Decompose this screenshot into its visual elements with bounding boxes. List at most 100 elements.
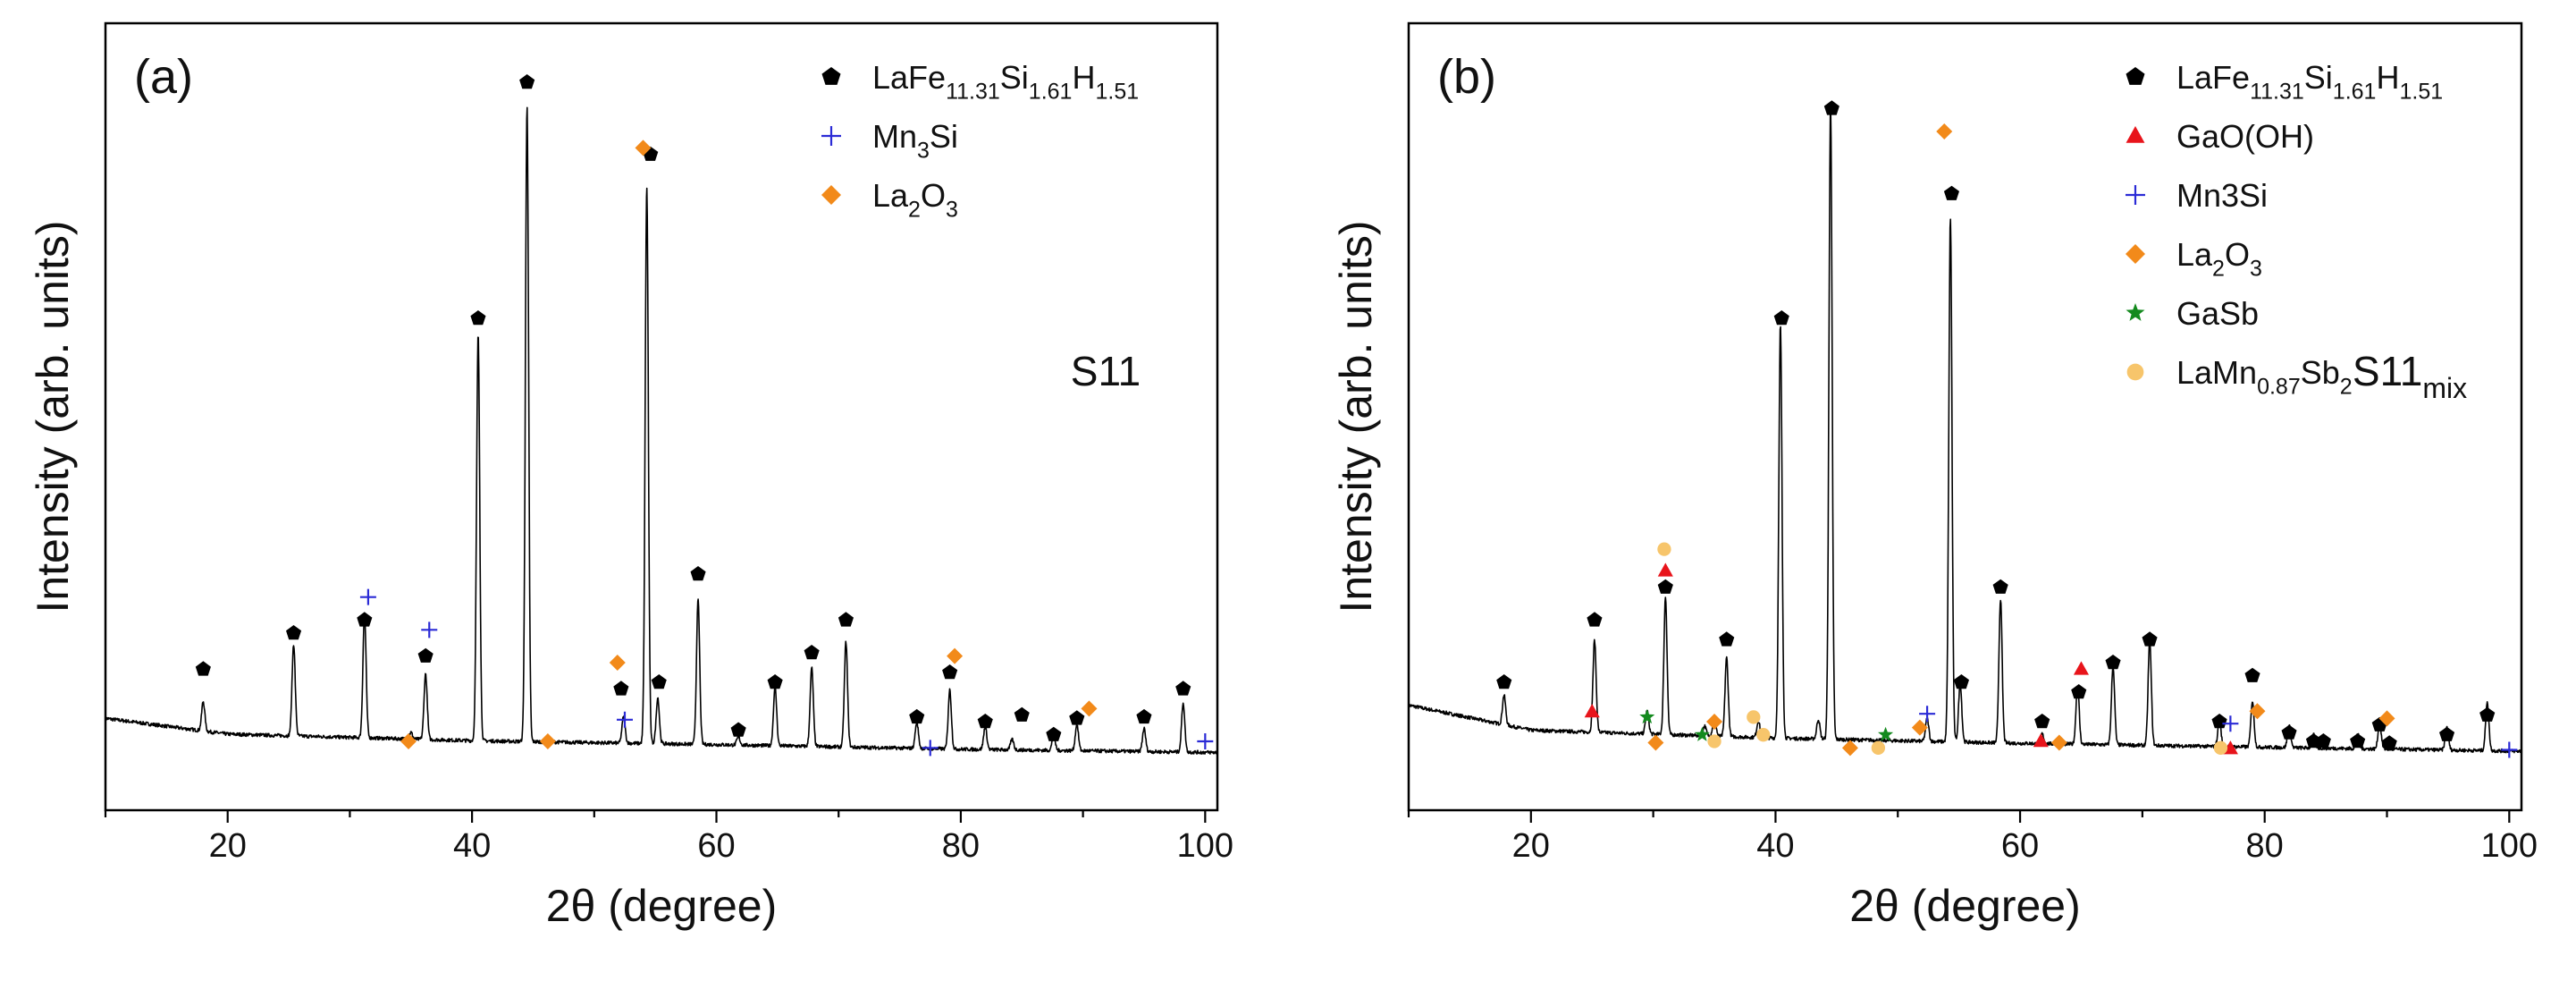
panel-b-pentagon-marker: [1657, 579, 1673, 594]
panel-a-panel-label: (a): [134, 50, 193, 104]
panel-b-pentagon-marker: [1496, 674, 1512, 689]
panel-b-x-tick-label: 60: [2001, 827, 2039, 865]
panel-b-legend-entry: GaSb: [2176, 295, 2259, 332]
panel-b-legend-pentagon-marker: [2126, 67, 2145, 85]
panel-b-pentagon-marker: [1773, 310, 1789, 326]
panel-a-pentagon-marker: [1046, 726, 1062, 741]
panel-b-pentagon-marker: [1719, 631, 1735, 647]
panel-b-diamond-marker: [2249, 703, 2266, 720]
panel-b-star-marker: [1694, 726, 1710, 741]
panel-b-pentagon-marker: [2034, 714, 2050, 729]
panel-a-plus-marker: [616, 711, 633, 728]
panel-a-pentagon-marker: [730, 722, 746, 737]
panel-a-diamond-marker: [947, 647, 964, 664]
panel-a-pentagon-marker: [690, 566, 706, 581]
panel-b-chart: 20 40 60 80 100 2θ (degree) Intensity (arb. un…: [1331, 21, 2538, 931]
panel-b-pentagon-marker: [1943, 185, 1959, 200]
panel-a-diamond-marker: [539, 733, 556, 749]
panel-b-legend-star-marker: [2126, 303, 2145, 321]
panel-a-plus-marker: [421, 622, 438, 639]
panel-b-pentagon-marker: [1587, 612, 1603, 627]
panel-a-pentagon-marker: [286, 625, 302, 640]
panel-b-diamond-marker: [1911, 719, 1928, 736]
panel-a-diamond-marker: [635, 140, 652, 156]
panel-b-legend-plus-marker: [2126, 185, 2145, 205]
panel-b-pentagon-marker: [2105, 655, 2121, 670]
panel-a-pentagon-marker: [838, 612, 854, 627]
panel-a-legend-pentagon-marker: [821, 67, 841, 85]
panel-b-pentagon-marker: [2350, 733, 2366, 748]
panel-b-pentagon-marker: [2244, 667, 2260, 682]
panel-b-pentagon-marker: [1823, 100, 1839, 115]
panel-b-legend-diamond-marker: [2126, 244, 2145, 264]
panel-a-plus-marker: [922, 740, 939, 757]
panel-b-pentagon-marker: [2479, 706, 2496, 722]
panel-b-legend-entry: LaFe11.31Si1.61H1.51: [2176, 59, 2443, 104]
panel-a-legend-plus-marker: [821, 126, 841, 146]
panel-b-x-tick-label: 80: [2246, 827, 2284, 865]
panel-a-plus-marker: [359, 588, 376, 605]
panel-a-pentagon-marker: [519, 74, 535, 89]
panel-a-plot-frame: [104, 21, 1219, 812]
panel-a-pentagon-marker: [1175, 681, 1191, 696]
panel-b-diamond-marker: [1936, 123, 1953, 140]
panel-a-x-tick-label: 100: [1177, 827, 1233, 865]
panel-a-x-tick-label: 60: [697, 827, 735, 865]
panel-a-x-axis-label: 2θ (degree): [546, 881, 778, 931]
panel-b-legend-entry: LaMn0.87Sb2: [2176, 354, 2353, 399]
panel-b-triangle-marker: [1657, 562, 1673, 577]
panel-a-x-tick-label: 80: [942, 827, 980, 865]
panel-b-pentagon-marker: [2071, 684, 2087, 699]
panel-a-plus-marker: [1197, 733, 1214, 749]
panel-b-x-axis-label: 2θ (degree): [1849, 881, 2081, 931]
panel-b-pentagon-marker: [2281, 724, 2297, 740]
panel-b-legend-triangle-marker: [2126, 126, 2145, 143]
panel-a-y-axis-label: Intensity (arb. units): [28, 220, 78, 613]
panel-b-diamond-marker: [1647, 734, 1664, 751]
panel-a-x-tick-label: 40: [453, 827, 491, 865]
panel-b-pentagon-marker: [2305, 733, 2321, 748]
panel-b-pentagon-marker: [2439, 726, 2455, 741]
panel-a-diamond-marker: [609, 655, 626, 671]
panel-a-legend-diamond-marker: [821, 185, 841, 205]
panel-b-circle-marker: [1756, 728, 1771, 742]
panel-b-plus-marker: [2222, 715, 2239, 732]
panel-b-legend-entry: Mn3Si: [2176, 177, 2268, 214]
panel-b-circle-marker: [2213, 740, 2228, 755]
panel-a-pentagon-marker: [977, 714, 993, 729]
panel-b-legend-entry: La2O3: [2176, 236, 2262, 281]
panel-a-pentagon-marker: [1069, 710, 1085, 725]
panel-b-circle-marker: [1657, 542, 1671, 556]
panel-b-pentagon-marker: [2142, 631, 2158, 647]
panel-b-x-tick-label: 100: [2481, 827, 2538, 865]
panel-b-legend-entry: GaO(OH): [2176, 118, 2314, 155]
panel-a-legend-entry: Mn3Si: [872, 118, 958, 163]
panel-a-x-tick-label: 20: [209, 827, 247, 865]
panel-b-triangle-marker: [2073, 661, 2090, 675]
panel-a-pentagon-marker: [195, 661, 211, 676]
panel-a-pentagon-marker: [357, 612, 373, 627]
panel-a-pentagon-marker: [613, 681, 629, 696]
panel-b-circle-marker: [1871, 740, 1886, 755]
panel-a-legend-entry: LaFe11.31Si1.61H1.51: [872, 59, 1139, 104]
panel-a-pentagon-marker: [767, 674, 783, 689]
panel-a-pentagon-marker: [1014, 706, 1030, 722]
panel-a-chart: 20 40 60 80 100 2θ (degree) Intensity (arb. un…: [28, 21, 1233, 931]
panel-b-pentagon-marker: [2315, 733, 2331, 748]
panel-b-pentagon-marker: [1953, 674, 1969, 689]
panel-b-x-tick-label: 40: [1756, 827, 1794, 865]
panel-b-star-marker: [1878, 726, 1894, 741]
panel-b-pentagon-marker: [1992, 579, 2008, 594]
panel-b-y-axis-label: Intensity (arb. units): [1331, 220, 1381, 613]
panel-b-star-marker: [1639, 708, 1655, 724]
panel-b-panel-label: (b): [1437, 50, 1496, 104]
panel-b-diamond-marker: [2050, 734, 2067, 751]
panel-b-diamond-marker: [2378, 710, 2395, 727]
panel-b-plus-marker: [1919, 706, 1936, 723]
panel-a-xrd-trace: [105, 106, 1218, 755]
panel-b-pentagon-marker: [2211, 714, 2227, 729]
panel-a-pentagon-marker: [804, 645, 820, 660]
panel-a-pentagon-marker: [651, 674, 667, 689]
panel-b-triangle-marker: [2033, 733, 2049, 748]
